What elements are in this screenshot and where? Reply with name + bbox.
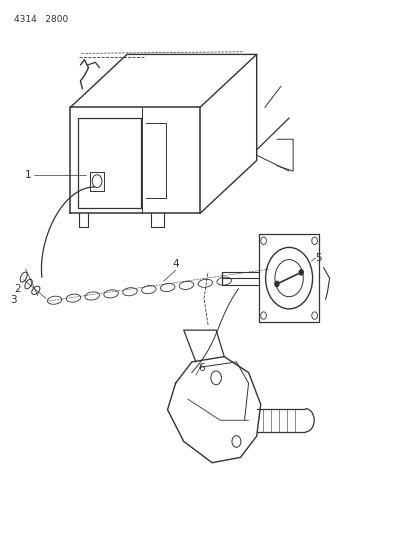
Text: 6: 6 [199,363,205,373]
Text: 4314   2800: 4314 2800 [13,14,68,23]
Text: 5: 5 [315,253,322,263]
Text: 1: 1 [25,171,32,180]
Text: 2: 2 [14,284,21,294]
Text: 4: 4 [172,259,179,269]
Circle shape [275,281,279,287]
Circle shape [299,270,303,275]
Text: 3: 3 [10,295,17,305]
